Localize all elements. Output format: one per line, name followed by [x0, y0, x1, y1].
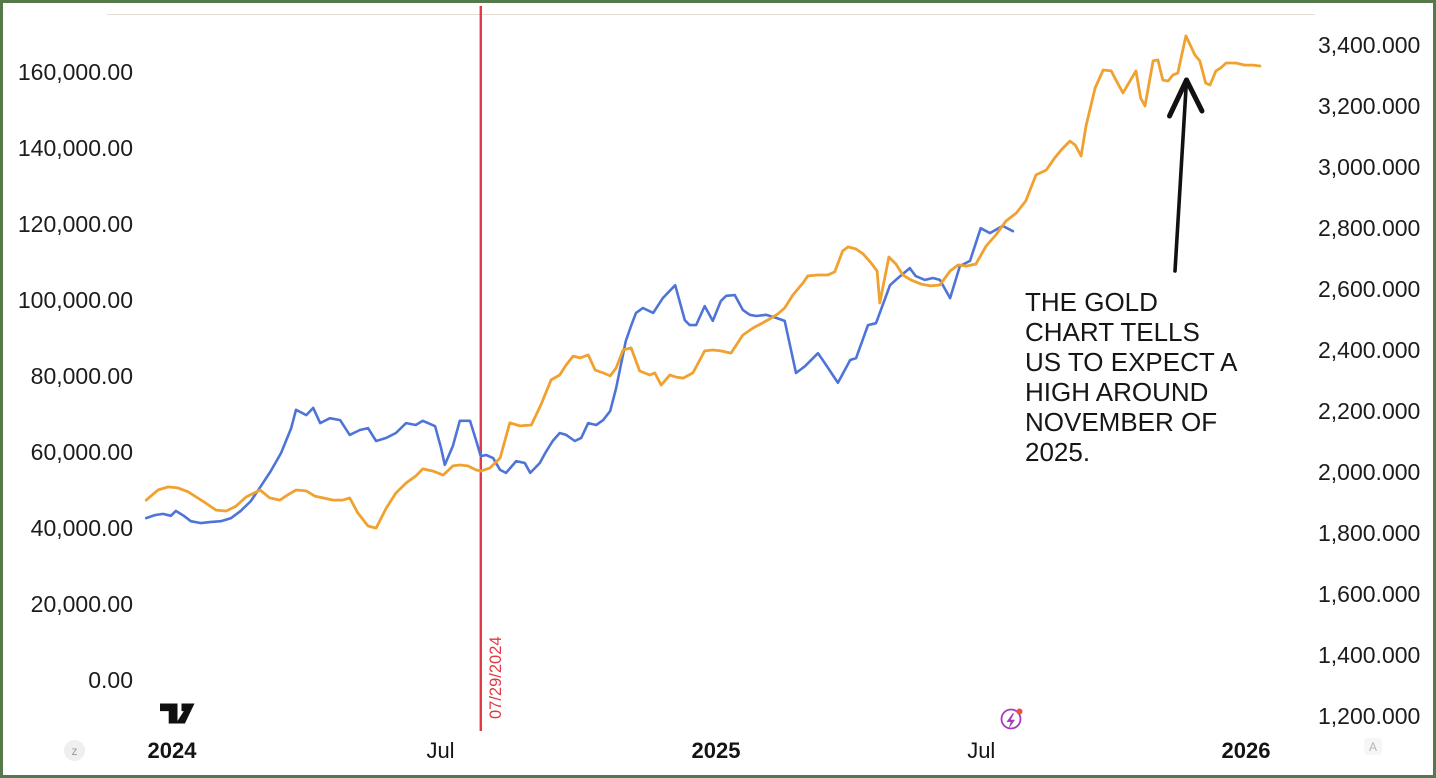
right-axis-tick: 2,400.000 — [1318, 337, 1421, 363]
annotation-line: NOVEMBER OF — [1025, 407, 1218, 437]
left-axis-tick: 120,000.00 — [17, 211, 133, 237]
right-axis-tick: 1,200.000 — [1318, 703, 1421, 729]
time-axis-label: 2026 — [1221, 738, 1271, 763]
right-axis-tick: 2,000.000 — [1318, 459, 1421, 485]
right-axis-tick: 2,600.000 — [1318, 276, 1421, 302]
right-axis-tick: 3,400.000 — [1318, 32, 1421, 58]
annotation-line: THE GOLD — [1025, 287, 1158, 317]
right-axis-tick: 1,600.000 — [1318, 581, 1421, 607]
gold-line-series — [144, 34, 1262, 530]
a-badge: A — [1364, 738, 1382, 755]
time-axis-label: Jul — [967, 738, 996, 763]
annotation-arrowhead-left — [1167, 77, 1189, 119]
annotation-line: CHART TELLS — [1025, 317, 1200, 347]
a-badge-letter: A — [1368, 739, 1377, 754]
left-axis-tick: 20,000.00 — [30, 591, 133, 617]
z-badge: z — [64, 740, 85, 761]
tradingview-logo-icon[interactable] — [158, 702, 198, 728]
event-date-label: 07/29/2024 — [487, 636, 505, 719]
time-axis-label: 2024 — [147, 738, 197, 763]
time-axis-label: Jul — [426, 738, 455, 763]
top-hairline — [107, 14, 1315, 15]
right-axis-tick: 2,200.000 — [1318, 398, 1421, 424]
annotation-text: THE GOLD CHART TELLS US TO EXPECT A HIGH AR… — [1025, 287, 1275, 467]
left-axis-tick: 100,000.00 — [17, 287, 133, 313]
flash-boost-icon[interactable] — [998, 705, 1026, 733]
right-axis-tick: 1,400.000 — [1318, 642, 1421, 668]
left-axis-tick: 60,000.00 — [30, 439, 133, 465]
right-axis-tick: 3,000.000 — [1318, 154, 1421, 180]
annotation-line: US TO EXPECT A — [1025, 347, 1238, 377]
z-badge-letter: z — [71, 743, 78, 758]
right-axis-tick: 3,200.000 — [1318, 93, 1421, 119]
left-axis-tick: 40,000.00 — [30, 515, 133, 541]
left-axis-tick: 160,000.00 — [17, 59, 133, 85]
annotation-arrowhead-right — [1184, 77, 1205, 114]
right-axis-tick: 2,800.000 — [1318, 215, 1421, 241]
blue-line-series — [144, 224, 1015, 525]
left-axis-tick: 0.00 — [88, 667, 133, 693]
left-axis-tick: 140,000.00 — [17, 135, 133, 161]
annotation-line: HIGH AROUND — [1025, 377, 1209, 407]
left-axis-tick: 80,000.00 — [30, 363, 133, 389]
annotation-arrow-shaft — [1173, 83, 1188, 273]
price-chart-plot-area[interactable]: 07/29/2024 — [3, 3, 1436, 778]
annotation-line: 2025. — [1025, 437, 1091, 467]
right-axis-tick: 1,800.000 — [1318, 520, 1421, 546]
time-axis-label: 2025 — [691, 738, 741, 763]
